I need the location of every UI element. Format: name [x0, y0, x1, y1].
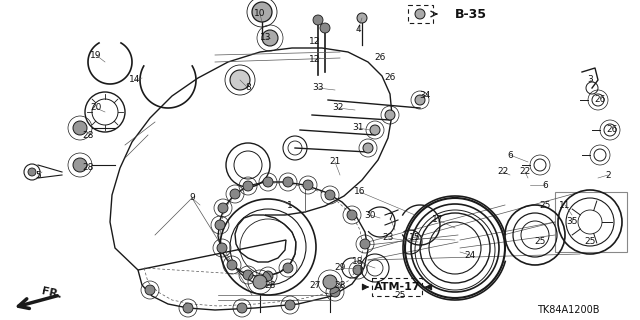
- Text: 5: 5: [35, 171, 41, 180]
- Text: 15: 15: [409, 234, 420, 243]
- Circle shape: [313, 15, 323, 25]
- Text: 29: 29: [334, 263, 346, 273]
- Text: 3: 3: [587, 76, 593, 84]
- Text: 19: 19: [90, 51, 102, 60]
- Text: 22: 22: [520, 167, 531, 177]
- Circle shape: [303, 180, 313, 190]
- Circle shape: [230, 70, 250, 90]
- Text: 26: 26: [384, 74, 396, 83]
- Circle shape: [323, 275, 337, 289]
- Text: 26: 26: [606, 125, 618, 134]
- Text: 11: 11: [559, 201, 571, 210]
- Circle shape: [215, 220, 225, 230]
- Text: 17: 17: [432, 215, 444, 225]
- Bar: [372, 278, 422, 296]
- Text: 28: 28: [264, 281, 276, 290]
- Circle shape: [353, 265, 363, 275]
- Circle shape: [347, 210, 357, 220]
- Text: 28: 28: [83, 164, 93, 172]
- Circle shape: [230, 189, 240, 199]
- Text: 26: 26: [595, 95, 605, 105]
- Text: 25: 25: [540, 201, 550, 210]
- Circle shape: [243, 181, 253, 191]
- Text: 20: 20: [90, 103, 102, 113]
- Text: 35: 35: [566, 218, 578, 227]
- Text: 13: 13: [260, 34, 272, 43]
- Bar: [555, 192, 627, 252]
- Text: 8: 8: [245, 84, 251, 92]
- Text: TK84A1200B: TK84A1200B: [537, 305, 599, 315]
- Text: 31: 31: [352, 124, 364, 132]
- Circle shape: [415, 95, 425, 105]
- Text: 23: 23: [382, 234, 394, 243]
- Circle shape: [283, 263, 293, 273]
- Circle shape: [320, 23, 330, 33]
- Circle shape: [218, 203, 228, 213]
- Text: 10: 10: [254, 10, 266, 19]
- Circle shape: [262, 30, 278, 46]
- Text: 33: 33: [312, 84, 324, 92]
- Text: 16: 16: [355, 188, 365, 196]
- Text: 14: 14: [129, 76, 141, 84]
- Text: FR.: FR.: [41, 286, 63, 300]
- Text: 28: 28: [334, 281, 346, 290]
- Circle shape: [325, 190, 335, 200]
- Text: 32: 32: [332, 103, 344, 113]
- Text: B-35: B-35: [455, 7, 487, 20]
- Text: 21: 21: [330, 157, 340, 166]
- Circle shape: [330, 287, 340, 297]
- Text: 26: 26: [374, 53, 386, 62]
- Circle shape: [263, 271, 273, 281]
- Circle shape: [73, 158, 87, 172]
- Text: 28: 28: [83, 131, 93, 140]
- Text: 27: 27: [309, 281, 321, 290]
- Text: 1: 1: [287, 201, 293, 210]
- Circle shape: [28, 168, 36, 176]
- Text: 7: 7: [387, 213, 393, 222]
- Circle shape: [385, 110, 395, 120]
- Circle shape: [360, 239, 370, 249]
- Text: 24: 24: [465, 251, 476, 260]
- Circle shape: [357, 13, 367, 23]
- Text: 25: 25: [394, 291, 406, 300]
- Circle shape: [283, 177, 293, 187]
- Circle shape: [285, 300, 295, 310]
- Circle shape: [227, 260, 237, 270]
- Text: 6: 6: [507, 150, 513, 159]
- Circle shape: [145, 285, 155, 295]
- Text: 34: 34: [419, 91, 431, 100]
- Text: 25: 25: [584, 237, 596, 246]
- Circle shape: [415, 9, 425, 19]
- Text: 6: 6: [542, 180, 548, 189]
- Text: 30: 30: [364, 211, 376, 220]
- Circle shape: [252, 2, 272, 22]
- Circle shape: [363, 143, 373, 153]
- Circle shape: [370, 125, 380, 135]
- Text: 25: 25: [534, 237, 546, 246]
- Text: ATM-17: ATM-17: [374, 282, 420, 292]
- Text: 12: 12: [309, 55, 321, 65]
- Text: 9: 9: [189, 194, 195, 203]
- Text: 18: 18: [352, 258, 364, 267]
- Circle shape: [237, 303, 247, 313]
- Text: 22: 22: [497, 167, 509, 177]
- Text: 4: 4: [355, 26, 361, 35]
- Text: 12: 12: [309, 37, 321, 46]
- Circle shape: [73, 121, 87, 135]
- Bar: [408, 5, 433, 23]
- Text: 2: 2: [605, 171, 611, 180]
- Circle shape: [183, 303, 193, 313]
- Circle shape: [263, 177, 273, 187]
- Circle shape: [243, 270, 253, 280]
- Circle shape: [217, 243, 227, 253]
- Circle shape: [253, 275, 267, 289]
